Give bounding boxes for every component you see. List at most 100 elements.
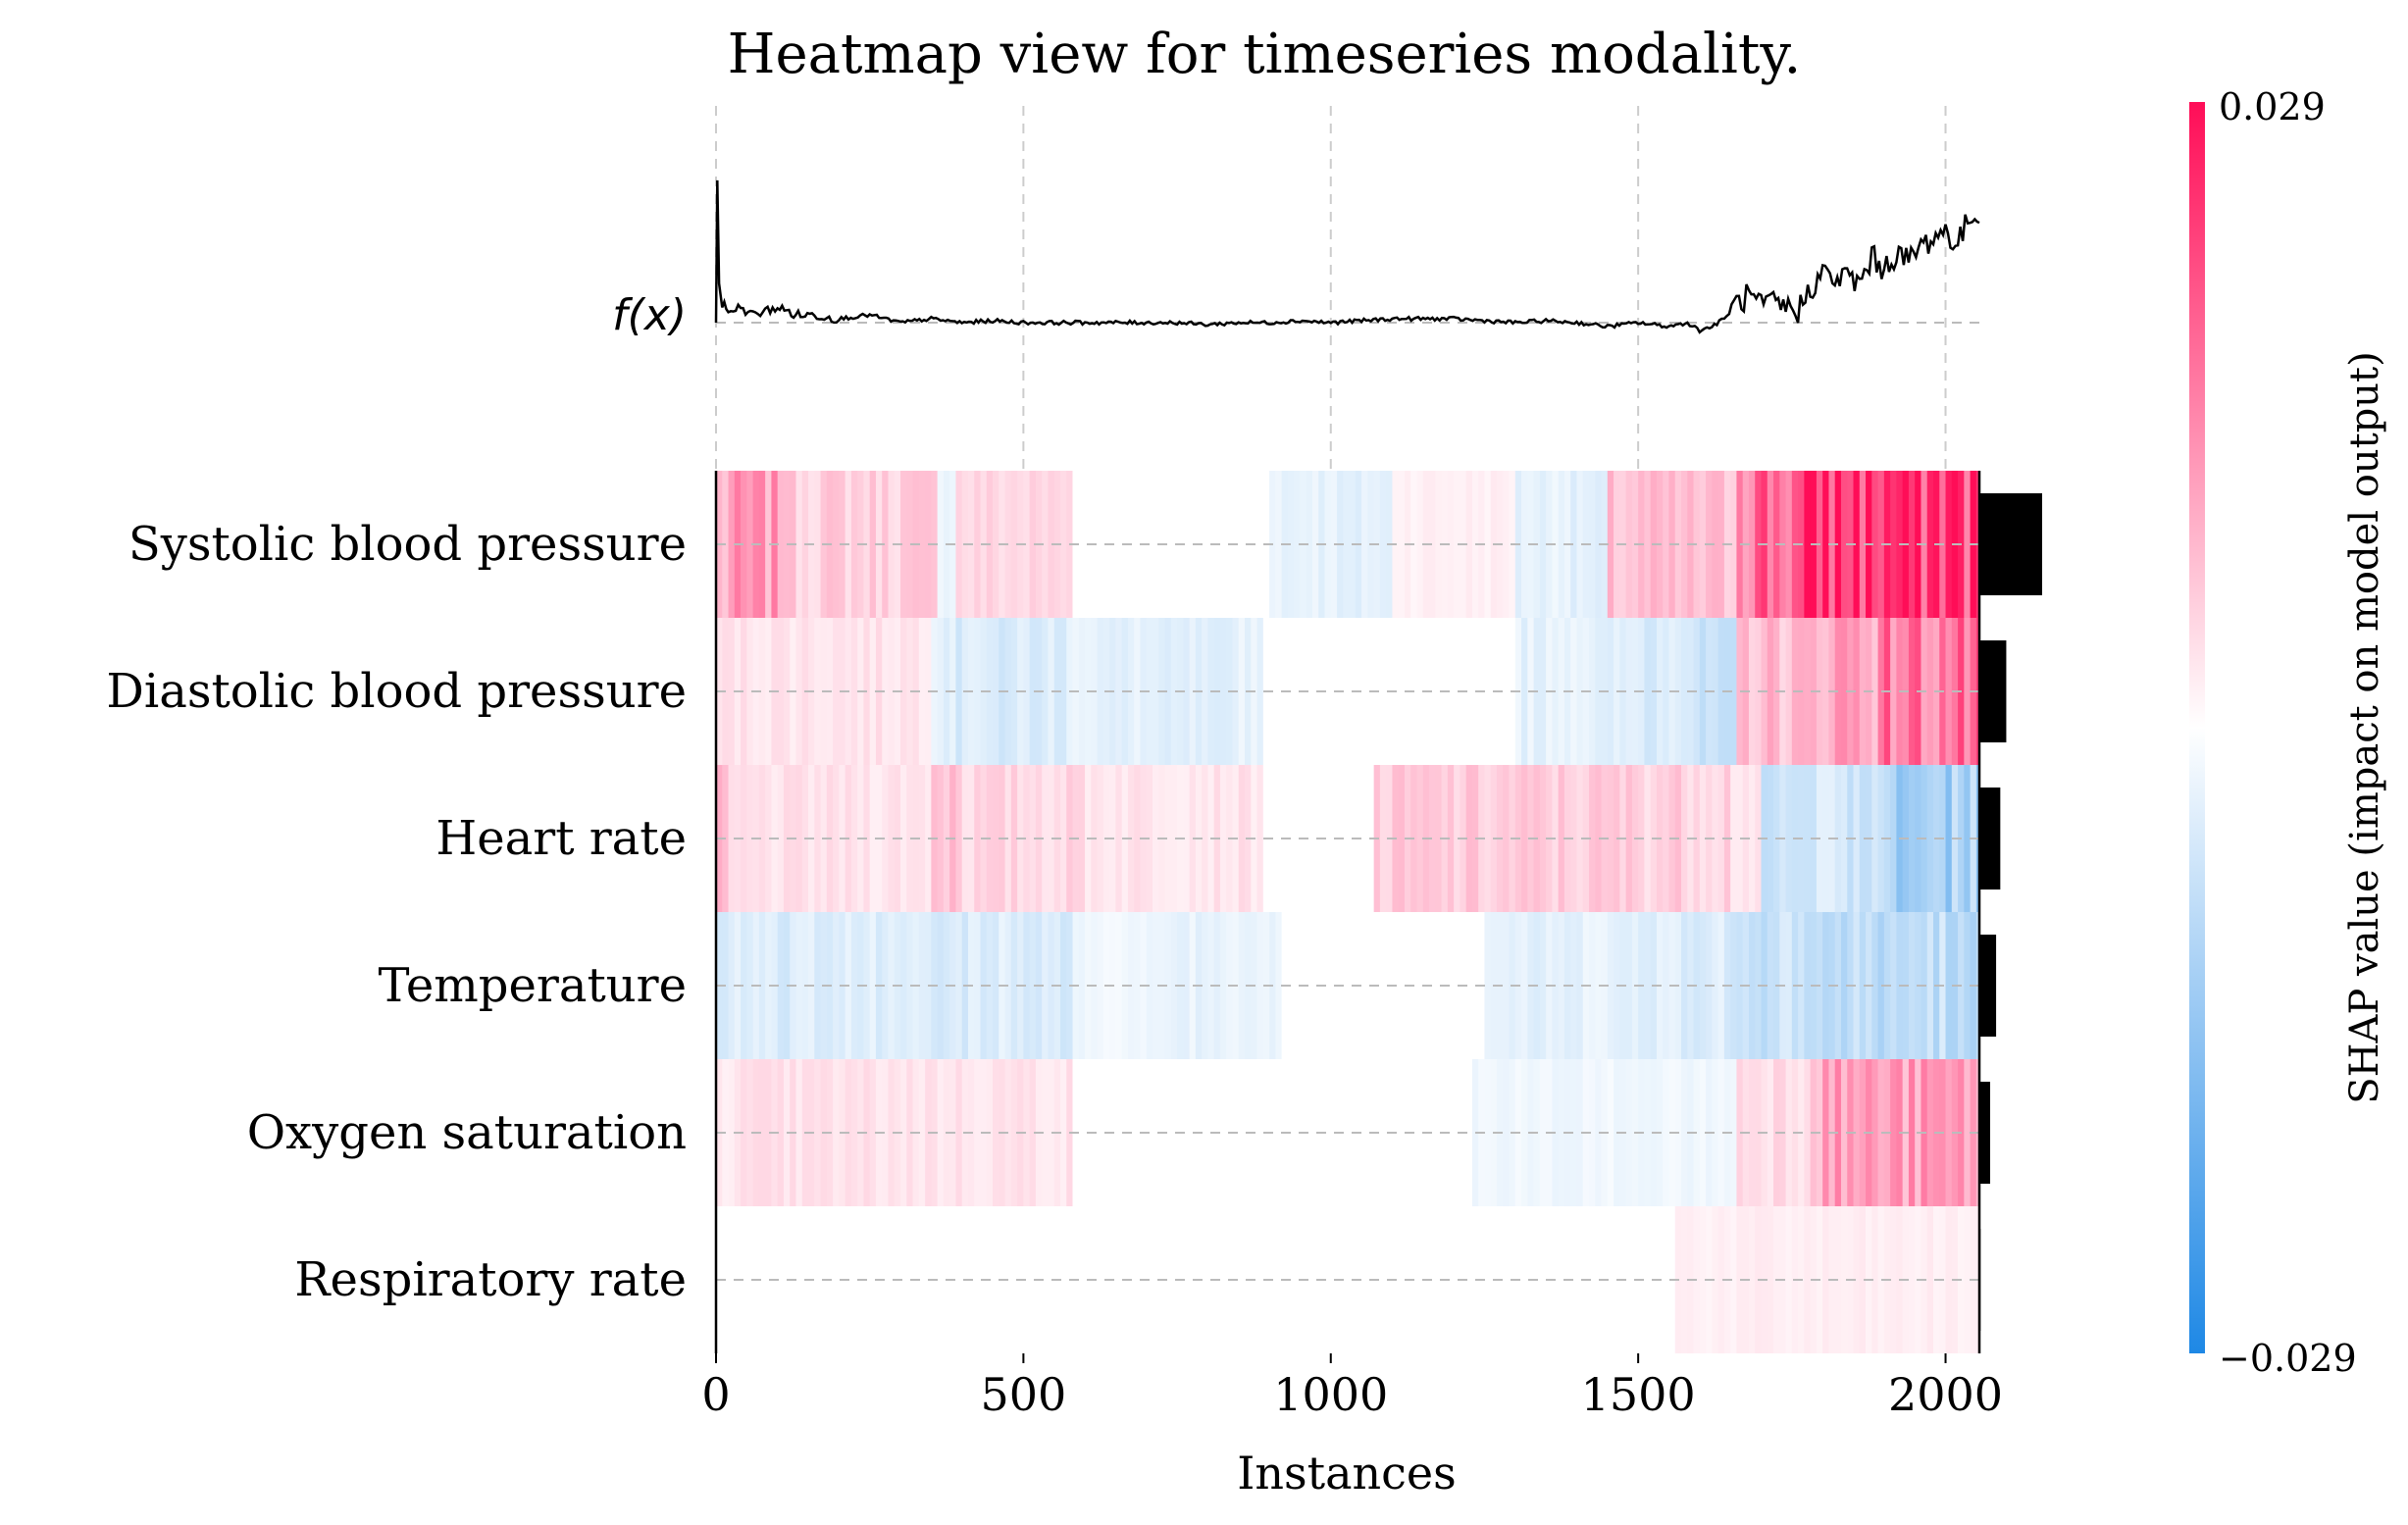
heatmap-cell (1465, 618, 1473, 765)
heatmap-cell (1435, 765, 1442, 912)
heatmap-cell (1625, 1059, 1633, 1206)
heatmap-cell (1521, 1059, 1528, 1206)
heatmap-cell (1146, 1059, 1153, 1206)
heatmap-cell (1189, 912, 1197, 1059)
heatmap-cell (1202, 471, 1208, 618)
feature-label: Diastolic blood pressure (106, 664, 687, 719)
heatmap-cell (1306, 618, 1313, 765)
heatmap-cell (1539, 1059, 1547, 1206)
heatmap-cell (746, 618, 754, 765)
heatmap-cell (1539, 618, 1547, 765)
heatmap-cell (741, 765, 747, 912)
heatmap-cell (741, 1059, 747, 1206)
heatmap-cell (1712, 765, 1719, 912)
heatmap-cell (1435, 1206, 1442, 1353)
heatmap-cell (728, 471, 736, 618)
heatmap-cell (1398, 912, 1406, 1059)
heatmap-cell (1539, 471, 1547, 618)
heatmap-cell (1871, 765, 1878, 912)
heatmap-cell (1189, 471, 1197, 618)
heatmap-cell (1699, 765, 1707, 912)
heatmap-cell (1343, 765, 1350, 912)
heatmap-cell (1256, 618, 1264, 765)
heatmap-cell (1275, 1206, 1283, 1353)
heatmap-cell (1484, 765, 1492, 912)
heatmap-cell (1153, 765, 1159, 912)
heatmap-cell (1465, 1206, 1473, 1353)
heatmap-cell (1871, 471, 1878, 618)
heatmap-cell (955, 1059, 963, 1206)
heatmap-cell (1010, 1059, 1018, 1206)
heatmap-cell (850, 618, 858, 765)
heatmap-cell (1589, 1059, 1596, 1206)
heatmap-cell (1484, 912, 1492, 1059)
heatmap-cell (1238, 618, 1246, 765)
heatmap-cell (1699, 1059, 1707, 1206)
heatmap-cell (1834, 471, 1842, 618)
heatmap-cell (1435, 912, 1442, 1059)
heatmap-cell (1048, 618, 1055, 765)
heatmap-cell (833, 912, 840, 1059)
heatmap-cell (1311, 1059, 1319, 1206)
heatmap-cell (1890, 765, 1897, 912)
heatmap-cell (918, 1059, 926, 1206)
x-tick-label: 1000 (1273, 1368, 1388, 1421)
heatmap-cell (1853, 912, 1861, 1059)
heatmap-cell (1023, 618, 1031, 765)
heatmap-cell (1219, 1206, 1227, 1353)
heatmap-cell (1871, 1059, 1878, 1206)
heatmap-cell (1822, 765, 1829, 912)
heatmap-cell (1736, 765, 1744, 912)
heatmap-cell (1010, 912, 1018, 1059)
heatmap-cell (974, 1059, 981, 1206)
heatmap-cell (1570, 618, 1577, 765)
heatmap-cell (1644, 618, 1652, 765)
heatmap-cell (1078, 1059, 1086, 1206)
heatmap-cell (1238, 765, 1246, 912)
heatmap-cell (1908, 618, 1916, 765)
heatmap-cell (1736, 1059, 1744, 1206)
heatmap-cell (1256, 1059, 1264, 1206)
heatmap-cell (1311, 765, 1319, 912)
heatmap-cell (1926, 912, 1934, 1059)
heatmap-cell (1164, 1206, 1172, 1353)
heatmap-cell (1748, 1059, 1756, 1206)
heatmap-cell (1625, 912, 1633, 1059)
feature-label: Respiratory rate (294, 1252, 687, 1307)
heatmap-cell (993, 471, 999, 618)
heatmap-cell (1294, 765, 1301, 912)
heatmap-cell (1454, 912, 1460, 1059)
heatmap-cell (1256, 765, 1264, 912)
heatmap-cell (955, 1206, 963, 1353)
heatmap-cell (1663, 471, 1669, 618)
heatmap-cell (1595, 471, 1602, 618)
heatmap-cell (1048, 471, 1055, 618)
heatmap-cell (1183, 618, 1191, 765)
heatmap-cell (937, 765, 945, 912)
heatmap-cell (937, 1206, 945, 1353)
heatmap-cell (1926, 618, 1934, 765)
heatmap-cell (1429, 1206, 1436, 1353)
heatmap-cell (900, 765, 907, 912)
heatmap-cell (1115, 618, 1123, 765)
heatmap-cell (1170, 1059, 1178, 1206)
colorbar-max-label: 0.029 (2219, 85, 2326, 128)
heatmap-cell (1311, 471, 1319, 618)
heatmap-cell (1853, 1059, 1861, 1206)
heatmap-cell (1097, 618, 1104, 765)
heatmap-cell (1048, 1059, 1055, 1206)
heatmap-cell (1712, 618, 1719, 765)
heatmap-cell (974, 912, 981, 1059)
heatmap-cell (1663, 618, 1669, 765)
heatmap-cell (1324, 1206, 1332, 1353)
heatmap-cell (1361, 471, 1368, 618)
heatmap-cell (1717, 1206, 1725, 1353)
heatmap-cell (888, 1206, 896, 1353)
heatmap-cell (1324, 618, 1332, 765)
heatmap-cell (1189, 1059, 1197, 1206)
heatmap-cell (1416, 471, 1424, 618)
heatmap-cell (1712, 912, 1719, 1059)
heatmap-cell (765, 1059, 772, 1206)
heatmap-cell (1699, 1206, 1707, 1353)
fx-panel: f(x) (612, 179, 1980, 340)
